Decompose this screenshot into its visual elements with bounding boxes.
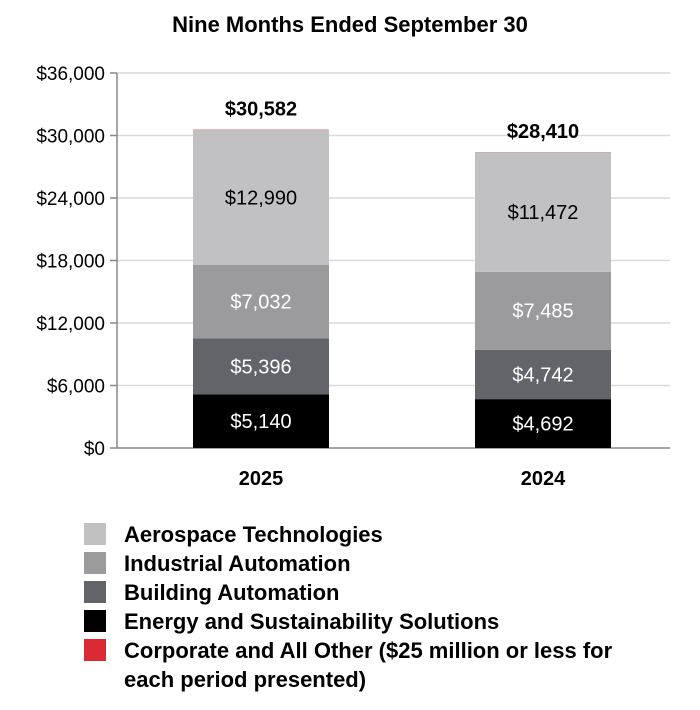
y-tick-label: $18,000 [36, 252, 105, 273]
legend-label: Aerospace Technologies [124, 522, 383, 547]
data-label: $4,692 [512, 414, 573, 436]
bar-segment [193, 394, 329, 448]
legend-swatch [84, 523, 106, 545]
legend-swatch [84, 610, 106, 632]
bar-segment [193, 265, 329, 339]
legend-label: Corporate and All Other ($25 million or … [124, 638, 613, 692]
legend-label: Energy and Sustainability Solutions [124, 609, 500, 634]
total-label: $30,582 [225, 98, 297, 120]
bar-segment [193, 129, 329, 265]
y-tick-label: $30,000 [36, 127, 105, 148]
data-label: $7,485 [512, 301, 573, 323]
data-label: $7,032 [230, 292, 291, 314]
bar-segment [475, 271, 611, 350]
y-tick-label: $12,000 [36, 314, 105, 335]
data-label: $5,140 [230, 411, 291, 433]
bar-segment [475, 152, 611, 272]
stacked-bar-chart: $0 $6,000 $12,000 $18,000 $24,000 $30,000 $36,… [36, 64, 670, 490]
data-label: $4,742 [512, 364, 573, 386]
y-tick-label: $36,000 [36, 64, 105, 85]
legend-label: Building Automation [124, 580, 340, 605]
y-tick-label: $6,000 [47, 377, 105, 398]
y-tick-label: $24,000 [36, 189, 105, 210]
data-label: $11,472 [508, 202, 579, 224]
x-tick-label: 2025 [239, 468, 284, 490]
bar-segment [475, 399, 611, 448]
total-label: $28,410 [507, 121, 579, 143]
legend-swatch [84, 639, 106, 661]
legend-label: Industrial Automation [124, 551, 351, 576]
x-tick-label: 2024 [521, 468, 566, 490]
legend-swatch [84, 552, 106, 574]
y-tick-label: $0 [84, 439, 105, 460]
bar-segment [193, 338, 329, 395]
data-label: $12,990 [225, 187, 297, 209]
legend-swatch [84, 581, 106, 603]
data-label: $5,396 [230, 356, 291, 378]
bar-segment [475, 349, 611, 400]
chart-title: Nine Months Ended September 30 [172, 12, 528, 37]
